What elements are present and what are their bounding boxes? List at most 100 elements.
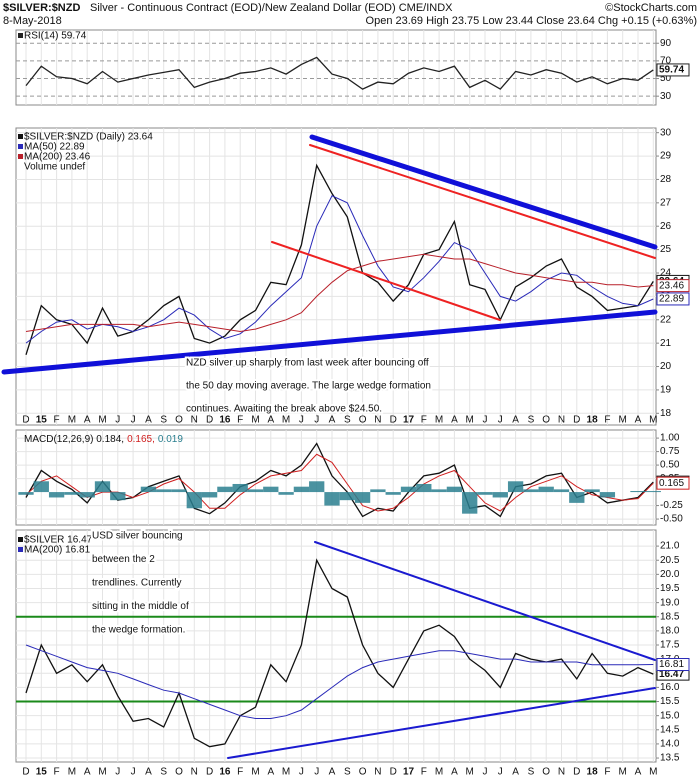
y-tick-label: 30: [660, 127, 672, 138]
y-tick-label: -0.50: [660, 514, 683, 525]
x-tick-label: A: [84, 415, 91, 426]
x-tick-label: D: [22, 415, 29, 426]
histogram-bar: [354, 492, 371, 503]
y-tick-label: 27: [660, 197, 672, 208]
last-value-label: 22.89: [659, 294, 684, 305]
annotation: USD silver bouncing: [92, 531, 183, 542]
x-tick-label: A: [145, 767, 152, 778]
histogram-bar: [400, 486, 417, 493]
legend-label: MA(200) 23.46: [24, 152, 91, 163]
legend-part: 0.165,: [127, 434, 155, 445]
histogram-bar: [324, 492, 340, 506]
y-tick-label: 25: [660, 244, 672, 255]
histogram-bar: [64, 492, 80, 495]
series-line: [25, 56, 654, 90]
y-tick-label: 0.75: [660, 446, 680, 457]
last-value-tag: [656, 658, 690, 672]
x-tick-label: D: [206, 415, 213, 426]
last-value-label: 16.81: [659, 659, 684, 670]
trendline: [1, 309, 658, 375]
histogram-bar: [201, 492, 218, 498]
y-tick-label: 14.0: [660, 739, 680, 750]
trendline: [309, 144, 656, 259]
x-tick-label: D: [390, 415, 397, 426]
histogram-bar: [110, 492, 126, 501]
y-tick-label: 20.5: [660, 555, 680, 566]
x-tick-label: 18: [587, 415, 599, 426]
x-tick-label: O: [175, 767, 183, 778]
x-tick-label: F: [54, 415, 60, 426]
histogram-bar: [94, 481, 111, 493]
x-tick-label: J: [314, 415, 319, 426]
symbol: $SILVER:$NZD: [3, 2, 80, 14]
legend-part: MACD(12,26,9) 0.184,: [24, 434, 124, 445]
panel-frame: [15, 529, 657, 763]
histogram-bar: [645, 491, 661, 493]
x-tick-label: M: [251, 767, 259, 778]
legend-label: MA(200) 16.81: [24, 545, 91, 556]
annotation: the wedge formation.: [92, 625, 185, 636]
histogram-bar: [140, 486, 157, 493]
x-tick-label: J: [483, 767, 488, 778]
x-tick-label: 16: [219, 767, 231, 778]
x-tick-label: F: [604, 415, 610, 426]
x-tick-label: A: [329, 415, 336, 426]
x-tick-label: O: [542, 415, 550, 426]
y-tick-label: 14.5: [660, 724, 680, 735]
histogram-bar: [309, 481, 325, 493]
x-tick-label: M: [649, 767, 657, 778]
x-tick-label: J: [498, 767, 503, 778]
series-line: [25, 195, 654, 344]
histogram-bar: [370, 489, 386, 493]
x-tick-label: M: [282, 767, 290, 778]
x-tick-label: S: [528, 415, 535, 426]
series-line: [25, 644, 654, 719]
y-tick-label: 0.50: [660, 460, 680, 471]
y-tick-label: 30: [660, 91, 672, 102]
legend-swatch: [18, 144, 23, 149]
x-tick-label: F: [604, 767, 610, 778]
x-tick-label: M: [435, 415, 443, 426]
histogram-bar: [339, 492, 355, 501]
histogram-bar: [431, 489, 447, 493]
x-tick-label: D: [573, 767, 580, 778]
x-tick-label: F: [421, 767, 427, 778]
x-tick-label: A: [267, 767, 274, 778]
x-tick-label: J: [483, 415, 488, 426]
x-tick-label: O: [359, 415, 367, 426]
y-tick-label: 18: [660, 408, 672, 419]
y-tick-label: 15.0: [660, 710, 680, 721]
last-value-tag: [656, 279, 690, 293]
legend-label: $SILVER 16.47: [24, 535, 93, 546]
annotation: continues. Awaiting the break above $24.…: [186, 404, 382, 415]
x-tick-label: S: [344, 767, 351, 778]
y-tick-label: 21.0: [660, 541, 680, 552]
y-tick-label: 29: [660, 151, 672, 162]
x-tick-label: J: [115, 767, 120, 778]
x-tick-label: A: [512, 767, 519, 778]
histogram-bar: [477, 492, 493, 495]
x-tick-label: M: [98, 415, 106, 426]
credit: ©StockCharts.com: [605, 2, 697, 14]
x-tick-label: M: [466, 415, 474, 426]
last-value-tag: [656, 63, 690, 77]
trendline: [271, 241, 501, 321]
histogram-bar: [507, 481, 524, 493]
annotation: NZD silver up sharply from last week aft…: [186, 358, 429, 369]
legend-swatch: [18, 537, 23, 542]
x-tick-label: A: [512, 415, 519, 426]
y-tick-label: 24: [660, 268, 672, 279]
x-tick-label: 16: [219, 415, 231, 426]
x-tick-label: F: [237, 767, 243, 778]
histogram-bar: [171, 489, 187, 493]
x-tick-label: M: [282, 415, 290, 426]
x-tick-label: M: [649, 415, 657, 426]
last-value-label: 59.74: [659, 65, 684, 76]
x-tick-label: O: [542, 767, 550, 778]
histogram-bar: [523, 489, 539, 493]
x-tick-label: S: [160, 415, 167, 426]
x-tick-label: S: [160, 767, 167, 778]
x-tick-label: A: [145, 415, 152, 426]
histogram-bar: [232, 483, 248, 493]
histogram-bar: [569, 492, 585, 503]
